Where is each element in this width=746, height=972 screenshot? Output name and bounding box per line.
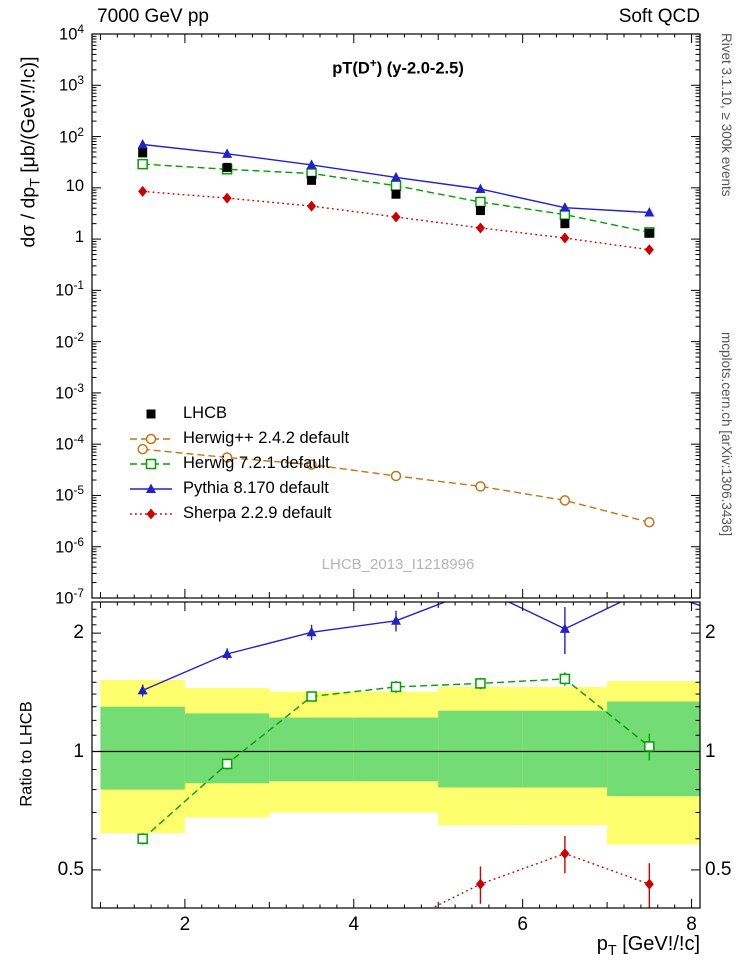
ratio-y-tick-label-right: 0.5 <box>705 858 732 880</box>
main-y-tick-label: 102 <box>59 124 84 147</box>
mcplots-attribution: mcplots.cern.ch [arXiv:1306.3436] <box>719 332 734 537</box>
rivet-version-note: Rivet 3.1.10, ≥ 300k events <box>719 33 734 197</box>
ratio-y-axis-label: Ratio to LHCB <box>17 701 36 807</box>
sherpa-marker-icon <box>130 508 172 519</box>
legend-item-herwig7: Herwig 7.2.1 default <box>128 451 349 476</box>
green-uncertainty-band <box>269 717 354 782</box>
ratio-y-tick-label-right: 2 <box>705 622 716 644</box>
herwigpp-marker-icon <box>130 433 172 444</box>
green-uncertainty-band <box>353 717 439 782</box>
herwig7-marker-icon <box>130 458 172 469</box>
main-y-tick-label: 10-5 <box>55 483 84 505</box>
main-y-tick-label: 10-3 <box>55 380 84 403</box>
main-y-tick-label: 10-6 <box>55 534 84 557</box>
green-uncertainty-band <box>184 713 270 784</box>
series-pythia <box>137 138 655 217</box>
main-y-tick-label: 10-1 <box>55 278 84 300</box>
ratio-y-tick-label-right: 1 <box>705 740 716 762</box>
main-y-tick-label: 10-2 <box>55 329 84 352</box>
main-y-tick-label: 104 <box>59 22 84 44</box>
main-y-tick-label: 10-4 <box>55 432 84 454</box>
ratio-band-layer <box>92 680 700 845</box>
legend-item-pythia: Pythia 8.170 default <box>128 476 349 501</box>
plot-frame <box>91 601 701 909</box>
legend-label: Herwig++ 2.4.2 default <box>183 429 350 447</box>
beam-energy-title: 7000 GeV pp <box>97 6 209 27</box>
plot-title: pT(D+) (y-2.0-2.5) <box>332 56 464 78</box>
legend-item-sherpa: Sherpa 2.2.9 default <box>128 501 349 526</box>
ratio-y-tick-label: 0.5 <box>57 858 84 880</box>
ratio-y-tick-label: 2 <box>73 622 84 644</box>
main-y-tick-label: 103 <box>59 73 84 95</box>
main-y-tick-label: 10 <box>65 176 84 195</box>
ratio-series-layer <box>137 602 700 908</box>
legend-label: Herwig 7.2.1 default <box>183 454 330 472</box>
legend: LHCB Herwig++ 2.4.2 default Herwig 7.2.1 d… <box>128 401 349 526</box>
plot-frame <box>91 33 701 599</box>
green-uncertainty-band <box>100 706 185 790</box>
green-uncertainty-band <box>522 710 608 788</box>
green-uncertainty-band <box>438 710 523 788</box>
series-herwigpp <box>137 443 655 528</box>
process-group-title: Soft QCD <box>618 6 700 27</box>
main-series-layer <box>137 138 655 528</box>
analysis-watermark: LHCB_2013_I1218996 <box>321 556 475 573</box>
x-tick-label: 6 <box>517 914 528 935</box>
series-sherpa <box>138 185 654 256</box>
legend-label: LHCB <box>183 404 228 422</box>
x-tick-label: 8 <box>686 914 697 935</box>
series-pythia <box>137 602 700 697</box>
lhcb-marker-icon <box>146 409 156 418</box>
x-tick-label: 4 <box>348 914 360 935</box>
x-axis-label: pT [GeV!/!c] <box>596 933 700 959</box>
pythia-marker-icon <box>130 483 172 493</box>
series-herwig7 <box>137 672 655 845</box>
main-y-tick-label: 1 <box>74 228 84 247</box>
x-tick-label: 2 <box>179 914 191 935</box>
main-y-tick-label: 10-7 <box>55 586 84 608</box>
series-lhcb <box>138 148 654 238</box>
legend-item-herwigpp: Herwig++ 2.4.2 default <box>128 426 349 451</box>
legend-label: Sherpa 2.2.9 default <box>183 504 332 522</box>
main-y-axis-label: dσ / dpT [μb/(GeV!/!c)] <box>17 56 43 248</box>
legend-item-lhcb: LHCB <box>128 401 349 426</box>
ratio-y-tick-label: 1 <box>73 740 84 762</box>
series-sherpa <box>430 835 654 908</box>
legend-label: Pythia 8.170 default <box>183 479 329 497</box>
